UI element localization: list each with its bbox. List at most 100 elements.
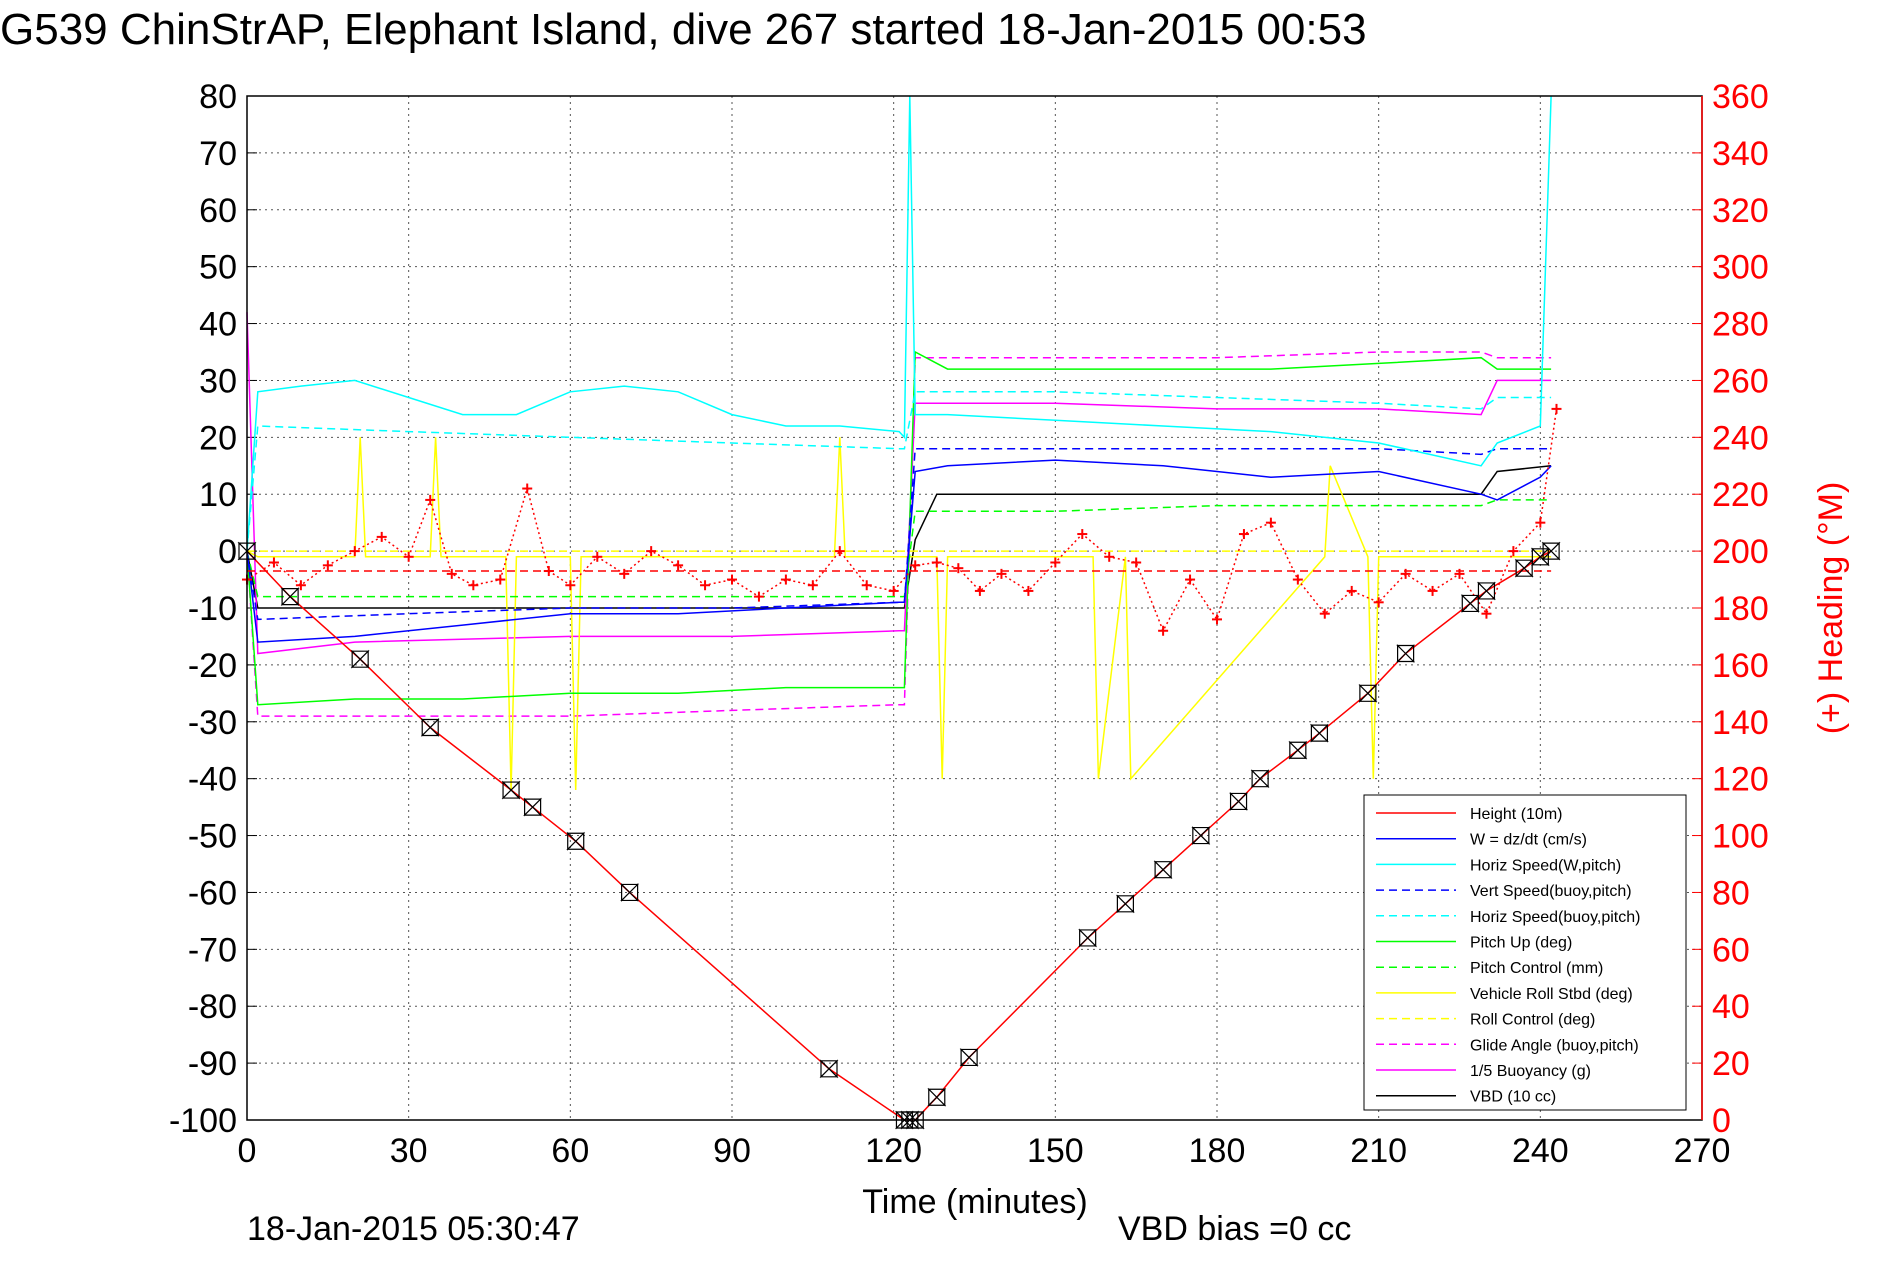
- legend-label: Horiz Speed(buoy,pitch): [1470, 909, 1640, 926]
- hourglass-marker: [566, 831, 586, 851]
- hourglass-marker: [1115, 894, 1135, 914]
- series-line: [246, 437, 1552, 791]
- heading-plus-marker: [295, 580, 306, 591]
- heading-plus-marker: [953, 563, 964, 574]
- y-tick-label: -60: [188, 874, 237, 912]
- y-tick-label: -10: [188, 590, 237, 628]
- y-tick-label: -100: [169, 1102, 237, 1140]
- heading-trace: [246, 408, 1558, 633]
- x-tick-label: 30: [390, 1132, 428, 1170]
- hourglass-marker: [237, 541, 257, 561]
- y-tick-label: -30: [188, 704, 237, 742]
- hourglass-marker: [1288, 740, 1308, 760]
- heading-plus-marker: [780, 574, 791, 585]
- right-tick-label: 240: [1712, 419, 1769, 457]
- heading-plus-marker: [619, 568, 630, 579]
- y-tick-label: 40: [199, 306, 237, 344]
- heading-plus-marker: [1319, 608, 1330, 619]
- hourglass-marker: [620, 882, 640, 902]
- footer-vbd-bias: VBD bias =0 cc: [1118, 1210, 1351, 1248]
- right-tick-label: 40: [1712, 988, 1750, 1026]
- heading-plus-marker: [322, 560, 333, 571]
- y-tick-label: -50: [188, 818, 237, 856]
- heading-plus-marker: [1238, 529, 1249, 540]
- hourglass-marker: [523, 797, 543, 817]
- x-tick-label: 150: [1027, 1132, 1084, 1170]
- height-markers: [237, 541, 1561, 1130]
- hourglass-marker: [420, 718, 440, 737]
- heading-plus-marker: [646, 546, 657, 557]
- y-tick-label: 80: [199, 78, 237, 116]
- right-tick-label: 320: [1712, 192, 1769, 230]
- x-tick-label: 210: [1350, 1132, 1407, 1170]
- heading-plus-marker: [931, 557, 942, 568]
- heading-plus-marker: [1551, 403, 1562, 414]
- hourglass-marker: [1396, 644, 1416, 663]
- heading-plus-marker: [1077, 529, 1088, 540]
- hourglass-marker: [905, 1110, 925, 1130]
- x-tick-label: 0: [238, 1132, 257, 1170]
- series-line: [246, 447, 1552, 621]
- right-tick-label: 340: [1712, 135, 1769, 173]
- y-tick-label: 60: [199, 192, 237, 230]
- x-tick-label: 120: [865, 1132, 922, 1170]
- legend-label: Vehicle Roll Stbd (deg): [1470, 986, 1633, 1003]
- legend-label: Pitch Control (mm): [1470, 960, 1603, 977]
- right-tick-label: 60: [1712, 931, 1750, 969]
- hourglass-marker: [501, 780, 521, 800]
- hourglass-marker: [1229, 791, 1249, 811]
- y-tick-label: 30: [199, 362, 237, 400]
- heading-plus-marker: [1185, 574, 1196, 585]
- right-tick-label: 100: [1712, 818, 1769, 856]
- x-tick-label: 240: [1512, 1132, 1569, 1170]
- x-tick-label: 60: [551, 1132, 589, 1170]
- right-tick-label: 160: [1712, 647, 1769, 685]
- heading-plus-marker: [1346, 585, 1357, 596]
- right-tick-label: 80: [1712, 874, 1750, 912]
- x-tick-label: 180: [1189, 1132, 1246, 1170]
- heading-plus-marker: [349, 546, 360, 557]
- y-axis-ticks-left: 80 70 60 50 40 30 20 10 0 -10 -20 -30 -40 -50 -60 -70 -8…: [169, 78, 257, 1140]
- legend-label: Vert Speed(buoy,pitch): [1470, 883, 1632, 900]
- hourglass-marker: [927, 1087, 947, 1107]
- right-axis-label: (+) Heading (°M): [1812, 482, 1850, 735]
- footer-timestamp: 18-Jan-2015 05:30:47: [247, 1210, 580, 1248]
- heading-plus-marker: [543, 566, 554, 577]
- heading-plus-marker: [861, 580, 872, 591]
- right-tick-label: 20: [1712, 1045, 1750, 1083]
- y-tick-label: -70: [188, 931, 237, 969]
- heading-plus-marker: [1131, 557, 1142, 568]
- heading-plus-marker: [974, 585, 985, 596]
- right-tick-label: 220: [1712, 476, 1769, 514]
- heading-plus-marker: [1454, 568, 1465, 579]
- y-tick-label: 20: [199, 419, 237, 457]
- heading-plus-marker: [910, 560, 921, 571]
- hourglass-marker: [1476, 581, 1496, 601]
- heading-plus-marker: [1427, 585, 1438, 596]
- right-tick-label: 0: [1712, 1102, 1731, 1140]
- right-tick-label: 140: [1712, 704, 1769, 742]
- heading-plus-marker: [1104, 551, 1115, 562]
- hourglass-marker: [1541, 541, 1561, 561]
- right-tick-label: 200: [1712, 533, 1769, 571]
- hourglass-marker: [1358, 683, 1378, 703]
- series-line: [246, 391, 1552, 552]
- heading-plus-marker: [495, 574, 506, 585]
- series-lines: [246, 95, 1552, 1121]
- y-tick-label: 50: [199, 249, 237, 287]
- y-tick-label: 0: [218, 533, 237, 571]
- y-tick-label: -20: [188, 647, 237, 685]
- heading-plus-marker: [1023, 585, 1034, 596]
- heading-plus-marker: [446, 568, 457, 579]
- heading-plus-marker: [888, 585, 899, 596]
- heading-plus-marker: [592, 551, 603, 562]
- heading-plus-marker: [1481, 608, 1492, 619]
- heading-plus-marker: [753, 591, 764, 602]
- legend-label: Pitch Up (deg): [1470, 935, 1572, 952]
- heading-plus-marker: [1050, 557, 1061, 568]
- heading-plus-marker: [1400, 568, 1411, 579]
- x-axis-label: Time (minutes): [862, 1183, 1087, 1221]
- hourglass-marker: [350, 649, 370, 669]
- right-tick-label: 180: [1712, 590, 1769, 628]
- heading-plus-marker: [565, 580, 576, 591]
